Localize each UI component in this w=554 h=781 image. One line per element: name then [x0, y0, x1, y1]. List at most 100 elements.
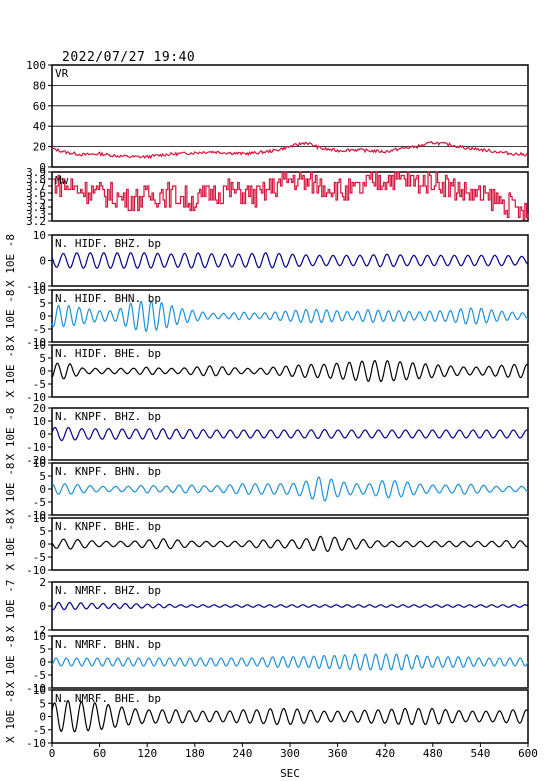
x-tick-label: 480 [423, 747, 443, 760]
y-tick-label-hidf-e: -10 [26, 391, 46, 404]
x-tick-label: 540 [470, 747, 490, 760]
y-tick-label-vr: 60 [33, 100, 46, 113]
y-tick-label-mw: 3.3 [26, 208, 46, 221]
x-tick-label: 300 [280, 747, 300, 760]
y-tick-label-nmrf-z: -2 [33, 624, 46, 637]
series-line-nmrf-e [51, 699, 529, 733]
y-tick-label-hidf-e: 0 [39, 365, 46, 378]
y-axis-label-nmrf-e: X 10E -8 [4, 690, 17, 743]
y-tick-label-mw: 3.7 [26, 180, 46, 193]
y-tick-label-hidf-n: -10 [26, 336, 46, 349]
y-tick-label-knpf-n: -10 [26, 509, 46, 522]
y-tick-label-mw: 3.2 [26, 215, 46, 228]
x-tick-label: 0 [49, 747, 56, 760]
y-tick-label-mw: 3.5 [26, 194, 46, 207]
y-tick-label-nmrf-z: 2 [39, 576, 46, 589]
y-tick-label-nmrf-e: 0 [39, 711, 46, 724]
y-tick-label-knpf-e: -10 [26, 564, 46, 577]
panel-label-nmrf-n: N. NMRF. BHN. bp [55, 638, 161, 651]
panel-label-vr: VR [55, 67, 69, 80]
y-tick-label-mw: 3.6 [26, 187, 46, 200]
y-tick-label-nmrf-e: 5 [39, 697, 46, 710]
y-axis-label-nmrf-n: X 10E -8 [4, 636, 17, 689]
panel-frame-mw [51, 171, 529, 222]
x-tick-label: 360 [328, 747, 348, 760]
y-tick-label-mw: 3.8 [26, 173, 46, 186]
series-line-hidf-n [51, 300, 528, 332]
y-tick-label-knpf-z: 20 [33, 402, 46, 415]
y-axis-label-hidf-e: X 10E -8 [4, 345, 17, 398]
x-tick-label: 180 [185, 747, 205, 760]
y-tick-label-mw: 3.9 [26, 166, 46, 179]
panel-label-knpf-n: N. KNPF. BHN. bp [55, 465, 161, 478]
y-tick-label-hidf-e: 5 [39, 352, 46, 365]
y-axis-label-hidf-n: X 10E -8 [4, 290, 17, 343]
series-line-knpf-z [51, 426, 529, 442]
y-tick-label-knpf-e: 0 [39, 538, 46, 551]
y-tick-label-hidf-e: -5 [33, 378, 46, 391]
y-tick-label-hidf-z: 10 [33, 229, 46, 242]
y-tick-label-nmrf-e: 10 [33, 684, 46, 697]
y-tick-label-hidf-n: 0 [39, 310, 46, 323]
y-tick-label-hidf-e: 10 [33, 339, 46, 352]
panel-label-knpf-e: N. KNPF. BHE. bp [55, 520, 161, 533]
series-line-hidf-z [51, 252, 529, 269]
series-line-nmrf-n [51, 653, 529, 671]
y-tick-label-nmrf-z: 0 [39, 600, 46, 613]
y-tick-label-nmrf-n: 5 [39, 643, 46, 656]
y-tick-label-knpf-z: -10 [26, 441, 46, 454]
y-tick-label-vr: 100 [26, 59, 46, 72]
y-tick-label-knpf-z: 10 [33, 415, 46, 428]
y-tick-label-hidf-z: 0 [39, 255, 46, 268]
series-line-knpf-e [51, 535, 529, 552]
y-axis-label-nmrf-z: X 10E -7 [4, 580, 17, 633]
panel-label-hidf-z: N. HIDF. BHZ. bp [55, 237, 161, 250]
x-tick-label: 240 [232, 747, 252, 760]
panel-label-hidf-n: N. HIDF. BHN. bp [55, 292, 161, 305]
y-tick-label-nmrf-e: -10 [26, 737, 46, 750]
y-tick-label-knpf-n: -5 [33, 496, 46, 509]
y-tick-label-nmrf-n: 10 [33, 630, 46, 643]
panel-label-knpf-z: N. KNPF. BHZ. bp [55, 410, 161, 423]
y-tick-label-knpf-n: 5 [39, 470, 46, 483]
x-tick-label: 420 [375, 747, 395, 760]
y-tick-label-knpf-e: 10 [33, 512, 46, 525]
series-line-knpf-n [51, 476, 529, 502]
y-axis-label-knpf-n: X 10E -8 [4, 463, 17, 516]
panel-label-nmrf-e: N. NMRF. BHE. bp [55, 692, 161, 705]
y-tick-label-hidf-z: -10 [26, 280, 46, 293]
y-tick-label-hidf-n: 10 [33, 284, 46, 297]
x-axis-label: SEC [280, 767, 300, 780]
y-tick-label-knpf-z: 0 [39, 428, 46, 441]
series-line-hidf-e [51, 359, 529, 383]
y-axis-label-knpf-z: X 10E -8 [4, 408, 17, 461]
x-tick-label: 120 [137, 747, 157, 760]
y-tick-label-knpf-e: 5 [39, 525, 46, 538]
y-tick-label-mw: 3.4 [26, 201, 46, 214]
series-line-nmrf-z [51, 601, 529, 611]
x-tick-label: 60 [93, 747, 106, 760]
y-tick-label-vr: 20 [33, 141, 46, 154]
panel-label-nmrf-z: N. NMRF. BHZ. bp [55, 584, 161, 597]
series-line-mw [52, 171, 529, 221]
y-axis-label-knpf-e: X 10E -8 [4, 518, 17, 571]
y-tick-label-vr: 80 [33, 79, 46, 92]
y-tick-label-hidf-n: -5 [33, 323, 46, 336]
y-tick-label-knpf-n: 0 [39, 483, 46, 496]
panel-label-mw: Mw [55, 174, 69, 187]
y-axis-label-hidf-z: X 10E -8 [4, 234, 17, 287]
x-tick-label: 600 [518, 747, 538, 760]
y-tick-label-nmrf-e: -5 [33, 724, 46, 737]
panel-frame-vr [51, 64, 529, 168]
y-tick-label-knpf-z: -20 [26, 454, 46, 467]
timestamp: 2022/07/27 19:40 [62, 50, 196, 65]
y-tick-label-hidf-n: 5 [39, 297, 46, 310]
y-tick-label-knpf-e: -5 [33, 551, 46, 564]
y-tick-label-nmrf-n: -5 [33, 669, 46, 682]
y-tick-label-nmrf-n: -10 [26, 682, 46, 695]
y-tick-label-knpf-n: 10 [33, 457, 46, 470]
panel-label-hidf-e: N. HIDF. BHE. bp [55, 347, 161, 360]
y-tick-label-nmrf-n: 0 [39, 656, 46, 669]
series-line-vr [51, 140, 529, 160]
